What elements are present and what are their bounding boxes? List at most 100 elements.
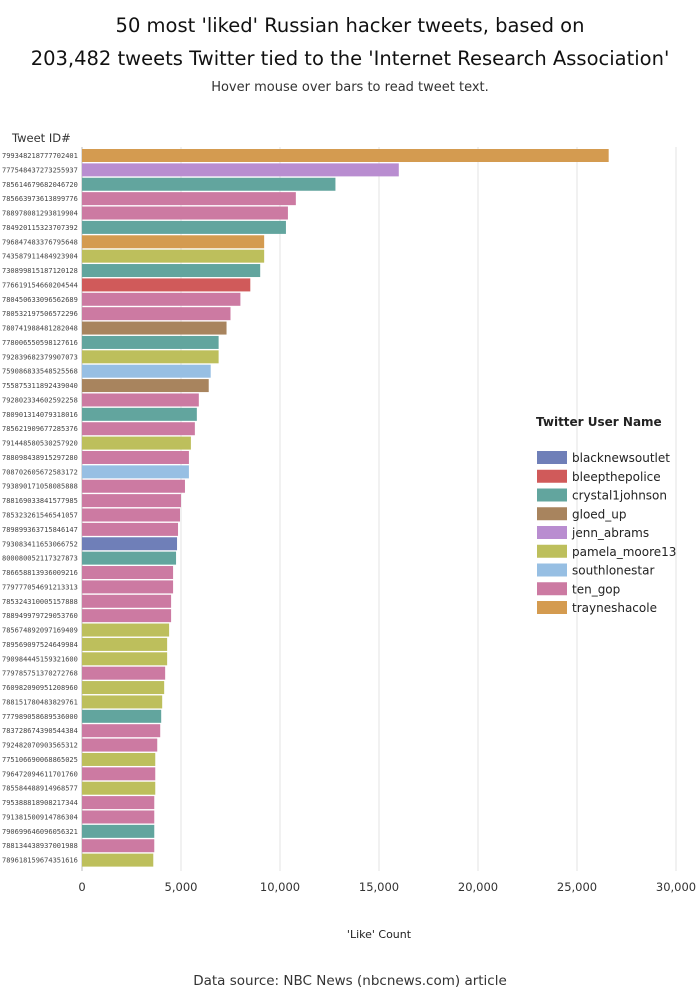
y-tick-label: 759086833548525568 xyxy=(2,368,78,376)
bar[interactable] xyxy=(82,350,219,364)
legend-swatch xyxy=(537,526,567,539)
bar[interactable] xyxy=(82,810,155,824)
y-tick-label: 785323261546541057 xyxy=(2,512,78,520)
bar[interactable] xyxy=(82,206,288,220)
bar[interactable] xyxy=(82,853,154,867)
y-tick-label: 788134438937001988 xyxy=(2,842,78,850)
legend-label: jenn_abrams xyxy=(571,526,649,540)
bar[interactable] xyxy=(82,637,168,651)
bar[interactable] xyxy=(82,220,286,234)
legend-label: blacknewsoutlet xyxy=(572,451,670,465)
y-tick-label: 788151780483829761 xyxy=(2,698,78,706)
legend-swatch xyxy=(537,601,567,614)
bar[interactable] xyxy=(82,465,189,479)
bar[interactable] xyxy=(82,494,181,508)
bar[interactable] xyxy=(82,709,162,723)
legend-swatch xyxy=(537,582,567,596)
y-tick-label: 780532197506572296 xyxy=(2,310,78,318)
bar[interactable] xyxy=(82,724,161,738)
legend-title: Twitter User Name xyxy=(536,415,662,429)
bar[interactable] xyxy=(82,177,336,191)
bar[interactable] xyxy=(82,738,158,752)
y-tick-label: 760982090951208960 xyxy=(2,684,78,692)
y-tick-label: 799348218777702401 xyxy=(2,152,78,160)
y-tick-label: 796472094611701760 xyxy=(2,770,78,778)
y-tick-label: 785621909677285376 xyxy=(2,425,78,433)
bar[interactable] xyxy=(82,379,209,393)
y-tick-label: 780741988481282048 xyxy=(2,325,78,333)
legend-items: blacknewsoutlet bleepthepolice crystal1joh… xyxy=(537,451,676,615)
bar[interactable] xyxy=(82,681,165,695)
bar[interactable] xyxy=(82,623,170,637)
bar[interactable] xyxy=(82,192,296,206)
legend-swatch xyxy=(537,469,567,483)
bar[interactable] xyxy=(82,566,174,580)
bar[interactable] xyxy=(82,796,155,810)
bar[interactable] xyxy=(82,278,251,292)
y-tick-label: 792802334602592258 xyxy=(2,396,78,404)
y-tick-label: 790984445159321600 xyxy=(2,655,78,663)
legend: Twitter User Name blacknewsoutlet bleepth… xyxy=(536,415,676,615)
bar[interactable] xyxy=(82,436,191,450)
bar[interactable] xyxy=(82,393,199,407)
y-axis-title: Tweet ID# xyxy=(11,131,71,145)
x-tick-label: 10,000 xyxy=(260,880,300,894)
y-tick-label: 791448580530257920 xyxy=(2,440,78,448)
chart-title-line-1: 50 most 'liked' Russian hacker tweets, b… xyxy=(115,14,585,37)
data-source-footer: Data source: NBC News (nbcnews.com) arti… xyxy=(193,973,507,989)
bar[interactable] xyxy=(82,307,231,321)
y-tick-label: 793890171058085888 xyxy=(2,483,78,491)
y-tick-label: 780450633096562689 xyxy=(2,296,78,304)
y-tick-label: 784920115323707392 xyxy=(2,224,78,232)
bar[interactable] xyxy=(82,422,195,436)
bar[interactable] xyxy=(82,839,155,853)
bar[interactable] xyxy=(82,824,155,838)
y-tick-label: 730899815187120128 xyxy=(2,267,78,275)
bar[interactable] xyxy=(82,479,185,493)
y-tick-label: 788949979729053760 xyxy=(2,612,78,620)
y-tick-label: 755875311892439040 xyxy=(2,382,78,390)
bar[interactable] xyxy=(82,522,179,536)
bar[interactable] xyxy=(82,264,261,278)
bar[interactable] xyxy=(82,609,172,623)
bar[interactable] xyxy=(82,666,166,680)
y-tick-label: 785584488914968577 xyxy=(2,785,78,793)
y-tick-label: 776619154660204544 xyxy=(2,281,78,289)
bar[interactable] xyxy=(82,149,609,162)
legend-label: southlonestar xyxy=(572,564,654,578)
y-tick-label: 788978081293819904 xyxy=(2,210,78,218)
bar[interactable] xyxy=(82,594,172,608)
bar[interactable] xyxy=(82,292,241,306)
bar[interactable] xyxy=(82,767,156,781)
bar[interactable] xyxy=(82,508,181,522)
bar[interactable] xyxy=(82,781,156,795)
bar[interactable] xyxy=(82,364,211,378)
y-tick-label: 779777054691213313 xyxy=(2,583,78,591)
bar[interactable] xyxy=(82,551,177,565)
bar[interactable] xyxy=(82,163,399,177)
y-tick-label: 789618159674351616 xyxy=(2,857,78,865)
bar[interactable] xyxy=(82,407,197,421)
legend-swatch xyxy=(537,563,567,577)
legend-label: ten_gop xyxy=(572,582,620,596)
x-axis-title: 'Like' Count xyxy=(347,928,412,941)
bar[interactable] xyxy=(82,537,178,551)
bar[interactable] xyxy=(82,652,168,666)
bar[interactable] xyxy=(82,335,219,349)
bar[interactable] xyxy=(82,752,156,766)
legend-label: pamela_moore13 xyxy=(572,545,676,559)
bar[interactable] xyxy=(82,450,189,464)
x-tick-label: 0 xyxy=(78,880,85,894)
bar[interactable] xyxy=(82,249,265,263)
y-tick-label: 783728674390544384 xyxy=(2,727,78,735)
bar[interactable] xyxy=(82,235,265,249)
y-tick-label: 789569097524649984 xyxy=(2,641,78,649)
bar[interactable] xyxy=(82,580,174,594)
y-tick-label: 790699646096056321 xyxy=(2,828,78,836)
bars xyxy=(82,149,609,867)
y-tick-label: 788098438915297280 xyxy=(2,454,78,462)
bar[interactable] xyxy=(82,695,163,709)
y-tick-label: 792482070903565312 xyxy=(2,742,78,750)
bar[interactable] xyxy=(82,321,227,335)
legend-label: trayneshacole xyxy=(572,601,657,615)
